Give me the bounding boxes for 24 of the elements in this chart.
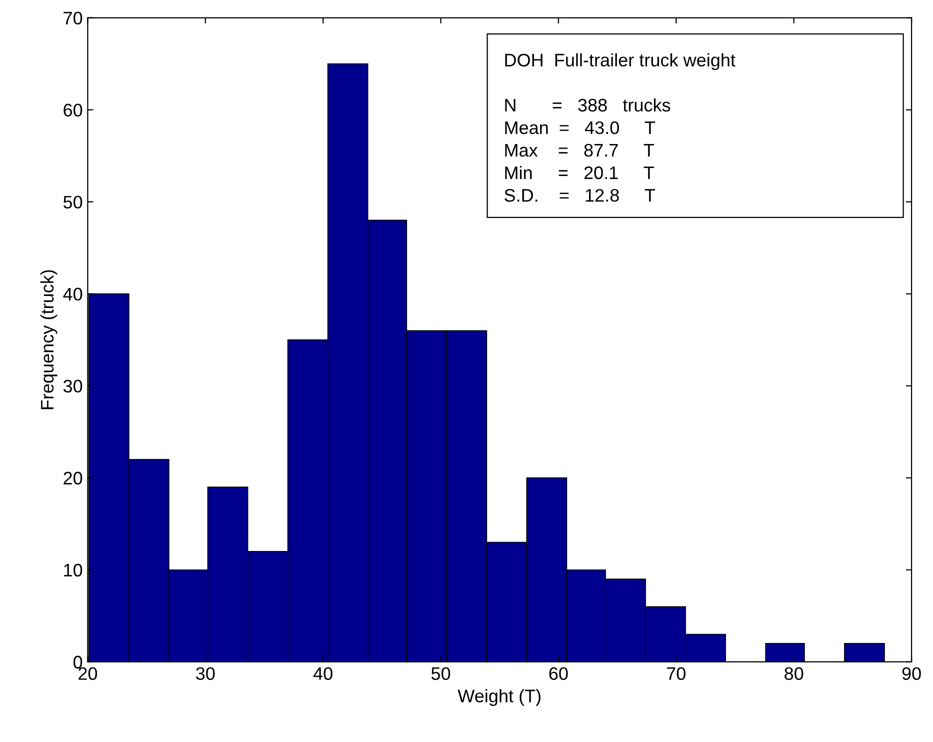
x-tick-label: 80 <box>784 667 804 680</box>
annotation: DOH Full-trailer truck weight <box>505 53 736 70</box>
x-axis-title: Weight (T) <box>458 689 540 706</box>
annotation: Max = 87.7 T <box>505 144 654 157</box>
x-tick-label: 60 <box>549 667 568 680</box>
y-tick-label: 0 <box>74 656 82 669</box>
x-tick-label: 40 <box>313 667 332 680</box>
y-tick-label: 10 <box>64 564 82 577</box>
y-tick-label: 60 <box>64 104 82 117</box>
x-tick-label: 20 <box>78 667 98 680</box>
y-tick-label: 20 <box>64 472 82 485</box>
y-tick-label: 40 <box>63 288 82 301</box>
annotation: Mean = 43.0 T <box>505 121 656 134</box>
x-tick-label: 90 <box>902 667 921 680</box>
x-tick-label: 50 <box>431 667 450 680</box>
y-tick-label: 50 <box>63 196 82 209</box>
x-tick-label: 30 <box>196 667 215 680</box>
annotation: N = 388 trucks <box>505 98 670 112</box>
x-tick-label: 70 <box>667 667 686 680</box>
annotation: Min = 20.1 T <box>505 166 654 180</box>
y-tick-label: 30 <box>63 380 82 393</box>
annotation: S.D. = 12.8 T <box>504 188 656 202</box>
y-axis-title: Frequency (truck) <box>40 270 58 410</box>
y-tick-label: 70 <box>64 12 82 25</box>
